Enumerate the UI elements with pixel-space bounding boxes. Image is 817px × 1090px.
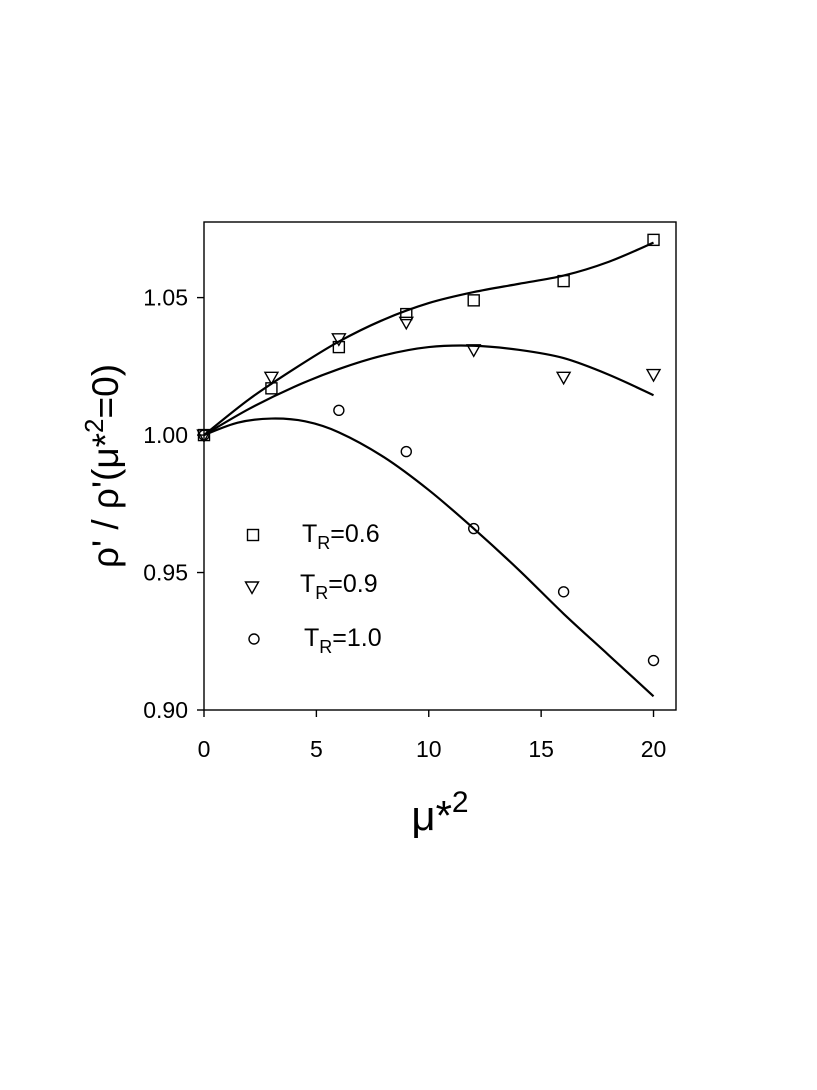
fit-line-1 xyxy=(203,344,654,437)
y-axis-title: ρ' / ρ'(μ*2=0) xyxy=(79,364,126,568)
point-s0-4 xyxy=(467,294,480,307)
legend-marker-2 xyxy=(248,633,260,645)
legend-marker-0 xyxy=(246,528,260,542)
x-tick-label-1: 5 xyxy=(310,736,323,762)
legend-label-2: TR=1.0 xyxy=(304,624,382,657)
point-s2-5 xyxy=(647,654,660,667)
point-s0-5 xyxy=(557,274,570,288)
point-s2-4 xyxy=(557,586,570,598)
y-tick-label-1: 0.95 xyxy=(143,560,188,586)
x-tick-label-4: 20 xyxy=(641,736,667,762)
point-s1-4 xyxy=(466,344,482,358)
x-tick-label-0: 0 xyxy=(198,736,211,762)
y-axis: 0.90 0.95 1.00 1.05 xyxy=(143,285,204,723)
point-s1-5 xyxy=(555,371,572,386)
point-s1-2 xyxy=(331,333,347,347)
x-tick-label-2: 10 xyxy=(416,736,442,762)
point-s2-2 xyxy=(400,445,412,458)
x-tick-label-3: 15 xyxy=(528,736,554,762)
point-s0-2 xyxy=(332,340,346,354)
legend-label-1: TR=0.9 xyxy=(300,570,378,603)
fit-line-0 xyxy=(203,241,654,436)
legend-marker-1 xyxy=(244,581,260,595)
point-s1-3 xyxy=(398,316,414,331)
legend: TR=0.6 TR=0.9 TR=1.0 xyxy=(244,520,382,657)
legend-label-0: TR=0.6 xyxy=(302,520,380,553)
point-s0-3 xyxy=(400,307,413,321)
y-tick-label-3: 1.05 xyxy=(143,285,188,311)
point-s2-0 xyxy=(198,429,210,441)
y-tick-label-0: 0.90 xyxy=(143,697,188,723)
point-s1-6 xyxy=(645,368,662,383)
point-s0-6 xyxy=(647,233,660,247)
point-s2-3 xyxy=(468,522,480,535)
point-s1-1 xyxy=(263,371,280,386)
plot-frame xyxy=(203,221,677,711)
x-axis-title: μ*2 xyxy=(411,786,468,839)
x-axis: 0 5 10 15 20 xyxy=(198,710,667,762)
fit-line-2 xyxy=(203,417,655,698)
y-tick-label-2: 1.00 xyxy=(143,422,188,448)
data-markers xyxy=(196,233,662,667)
fit-lines xyxy=(203,241,655,698)
point-s2-1 xyxy=(333,404,345,417)
